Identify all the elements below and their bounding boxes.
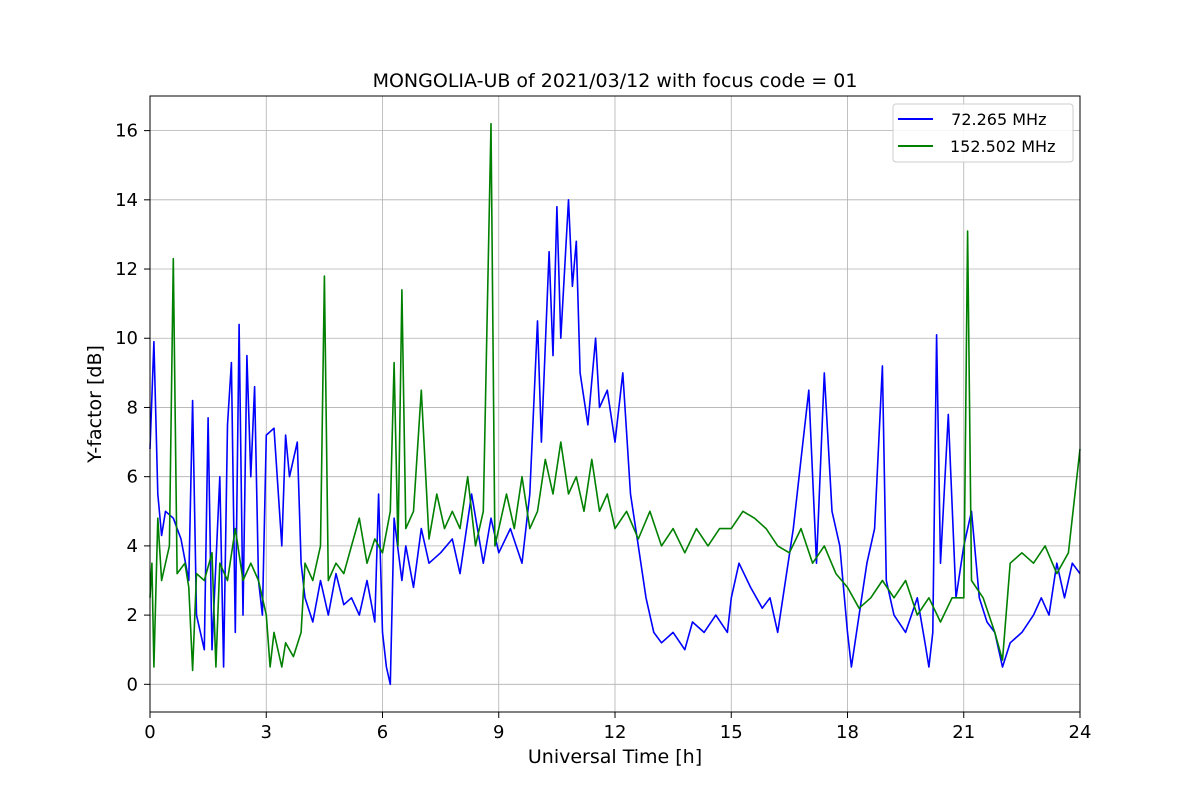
x-tick-label: 18: [836, 722, 859, 743]
legend-label-72mhz: 72.265 MHz: [941, 110, 1046, 129]
legend-frame: [892, 103, 1074, 163]
x-tick-label: 15: [720, 722, 743, 743]
plot-lines: [149, 122, 1081, 686]
x-axis-label: Universal Time [h]: [528, 746, 702, 768]
x-tick-label: 9: [493, 722, 504, 743]
series-72mhz-line: [149, 199, 1081, 686]
y-tick-label: 2: [127, 605, 138, 626]
x-tick-label: 21: [952, 722, 975, 743]
legend: 72.265 MHz 152.502 MHz: [892, 103, 1074, 163]
y-tick-label: 12: [115, 259, 138, 280]
x-tick-label: 24: [1069, 722, 1092, 743]
x-tick-label: 6: [377, 722, 388, 743]
y-tick-label: 10: [115, 328, 138, 349]
series-152mhz-line: [149, 122, 1081, 672]
x-tick-label: 0: [144, 722, 155, 743]
x-tick-label: 12: [604, 722, 627, 743]
y-tick-label: 0: [127, 674, 138, 695]
legend-label-152mhz: 152.502 MHz: [950, 137, 1055, 156]
y-tick-label: 8: [127, 397, 138, 418]
x-tick-label: 3: [261, 722, 272, 743]
y-tick-label: 6: [127, 467, 138, 488]
y-tick-label: 4: [127, 536, 138, 557]
y-axis-label: Y-factor [dB]: [84, 345, 106, 464]
y-tick-label: 14: [115, 190, 138, 211]
y-tick-label: 16: [115, 121, 138, 142]
chart-title: MONGOLIA-UB of 2021/03/12 with focus cod…: [373, 70, 858, 92]
